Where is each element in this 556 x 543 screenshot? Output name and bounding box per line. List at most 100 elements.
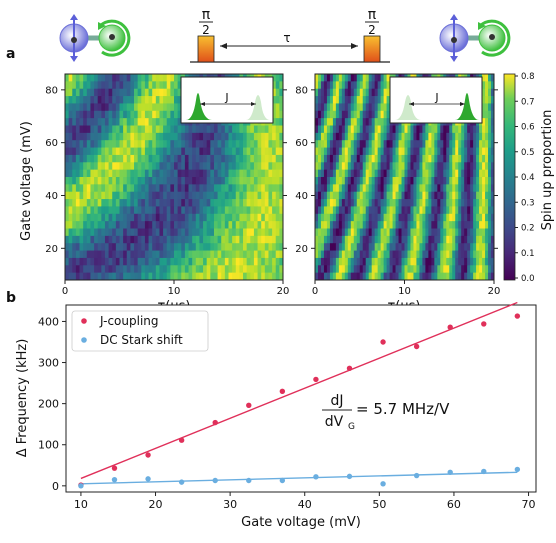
heatmap-cell [94,132,99,141]
heatmap-cell [383,154,387,163]
heatmap-cell [395,191,399,200]
heatmap-cell [365,177,370,185]
heatmap-cell [261,228,266,237]
heatmap-cell [108,213,113,222]
heatmap-cell [449,265,453,274]
heatmap-cell [377,191,382,200]
heatmap-cell [86,88,91,97]
heatmap-cell [401,213,405,222]
heatmap-cell [356,206,361,215]
heatmap-cell [470,184,474,193]
heatmap-cell [392,132,396,141]
heatmap-cell [68,74,73,82]
heatmap-cell [137,132,142,141]
heatmap-cell [410,235,414,244]
heatmap-cell [130,110,135,119]
heatmap-cell [170,243,175,251]
heatmap-cell [239,162,244,171]
heatmap-cell [177,103,182,112]
heatmap-cell [419,154,423,163]
heatmap-cell [434,177,438,185]
heatmap-cell [83,74,88,82]
heatmap-cell [155,191,160,200]
heatmap-cell [246,235,251,244]
heatmap-cell [365,199,370,207]
stark-shift-point [78,483,84,489]
heatmap-cell [253,199,258,207]
heatmap-cell [323,213,328,222]
heatmap-cell [104,235,109,244]
heatmap-cell [148,257,153,266]
heatmap-cell [272,140,277,148]
heatmap-cell [246,243,251,251]
heatmap-cell [112,103,117,112]
heatmap-cell [239,228,244,237]
heatmap-cell [123,132,128,141]
heatmap-cell [268,257,273,266]
heatmap-cell [90,162,95,171]
heatmap-cell [488,96,492,104]
heatmap-cell [253,140,258,148]
heatmap-cell [425,125,429,134]
heatmap-cell [464,221,468,229]
heatmap-cell [279,206,284,215]
heatmap-cell [425,206,429,215]
heatmap-cell [335,162,340,171]
heatmap-cell [126,110,131,119]
heatmap-cell [335,125,340,134]
heatmap-cell [253,162,258,171]
heatmap-cell [250,272,255,281]
heatmap-cell [386,162,390,171]
heatmap-cell [446,221,450,229]
heatmap-cell [356,228,361,237]
heatmap-cell [392,257,396,266]
heatmap-cell [79,169,84,178]
heatmap-cell [152,199,157,207]
heatmap-cell [170,265,175,274]
heatmap-cell [65,228,70,237]
heatmap-cell [386,140,390,148]
heatmap-cell [144,125,149,134]
heatmap-cell [264,221,269,229]
heatmap-cell [323,199,328,207]
heatmap-cell [141,235,146,244]
heatmap-cell [174,199,179,207]
heatmap-cell [395,177,399,185]
heatmap-cell [65,191,70,200]
heatmap-cell [410,228,414,237]
heatmap-cell [374,177,379,185]
heatmap-cell [239,184,244,193]
heatmap-cell [332,191,337,200]
heatmap-cell [243,221,248,229]
heatmap-cell [174,74,179,82]
heatmap-cell [359,184,364,193]
heatmap-cell [404,184,408,193]
heatmap-cell [359,147,364,156]
heatmap-cell [455,265,459,274]
heatmap-cell [449,147,453,156]
heatmap-cell [341,199,346,207]
heatmap-cell [395,272,399,281]
heatmap-cell [261,221,266,229]
heatmap-cell [377,199,382,207]
heatmap-cell [440,191,444,200]
heatmap-cell [192,191,197,200]
heatmap-cell [192,199,197,207]
heatmap-cell [452,221,456,229]
heatmap-cell [141,96,146,104]
heatmap-cell [141,88,146,97]
heatmap-cell [83,132,88,141]
heatmap-cell [380,88,385,97]
heatmap-cell [75,140,80,148]
heatmap-cell [104,169,109,178]
heatmap-cell [264,125,269,134]
heatmap-cell [86,206,91,215]
heatmap-cell [380,243,385,251]
heatmap-cell [374,184,379,193]
heatmap-cell [452,272,456,281]
heatmap-cell [428,228,432,237]
heatmap-cell [83,125,88,134]
annotation-denominator-sub: G [348,422,355,432]
heatmap-cell [368,213,373,222]
heatmap-cell [94,228,99,237]
